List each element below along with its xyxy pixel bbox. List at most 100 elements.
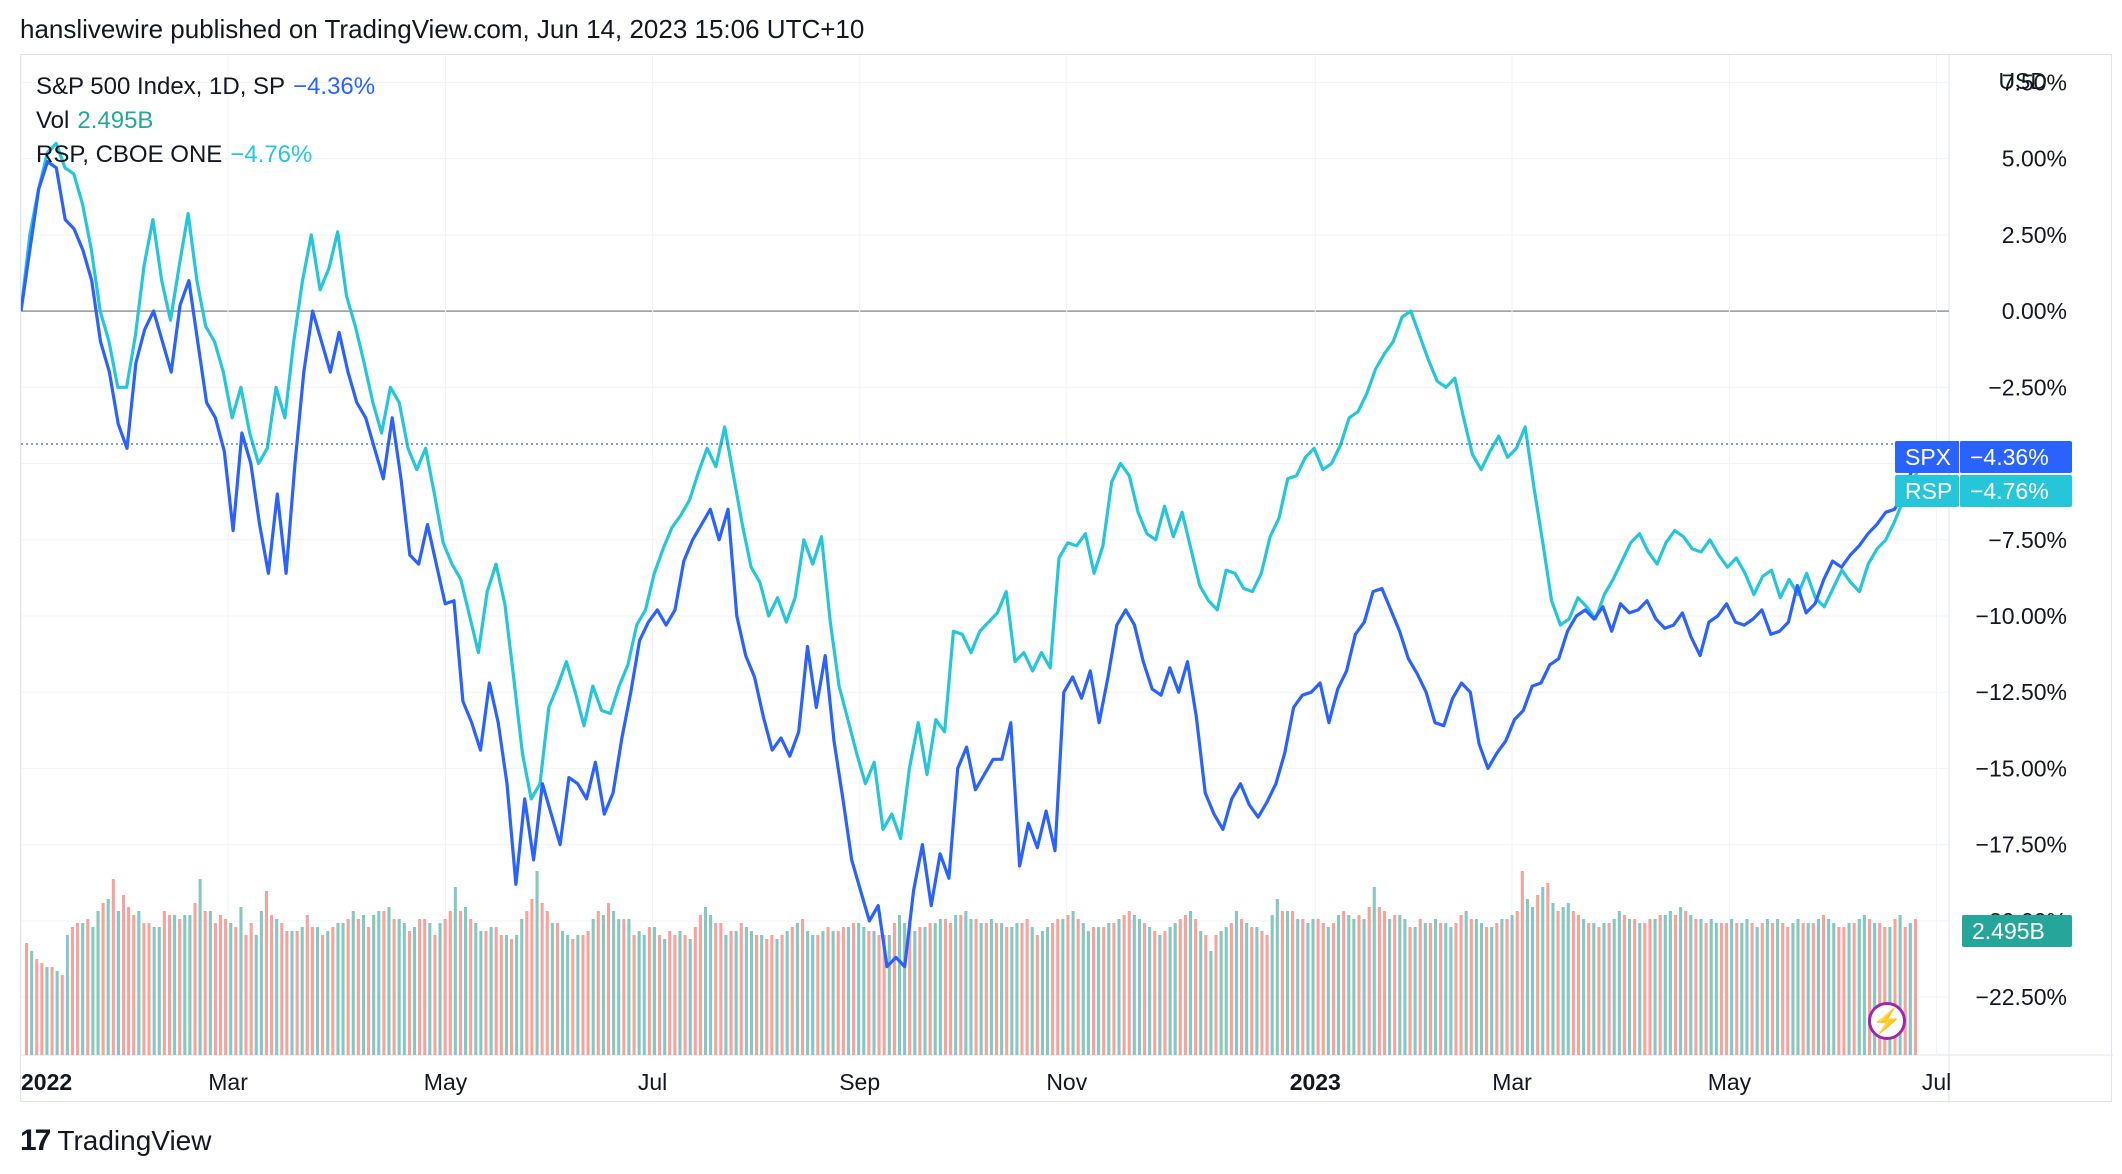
volume-bar xyxy=(683,935,687,1055)
volume-bar xyxy=(1617,911,1621,1055)
volume-bar xyxy=(1852,923,1856,1055)
volume-bar xyxy=(453,887,457,1055)
volume-bar xyxy=(1342,911,1346,1055)
volume-bar xyxy=(321,935,325,1055)
chart-canvas[interactable]: 7.50%5.00%2.50%0.00%−2.50%−5.00%−7.50%−1… xyxy=(21,55,2113,1103)
tradingview-brand: TradingView xyxy=(57,1125,212,1156)
y-tick-label: 2.50% xyxy=(2002,222,2067,248)
y-tick-label: 7.50% xyxy=(2002,69,2067,95)
volume-bar xyxy=(213,923,217,1055)
volume-bar xyxy=(1153,931,1157,1055)
volume-bar xyxy=(392,919,396,1055)
volume-bar xyxy=(1418,919,1422,1055)
volume-bar xyxy=(1556,911,1560,1055)
volume-bar xyxy=(576,935,580,1055)
volume-bar xyxy=(892,923,896,1055)
volume-bar xyxy=(239,907,243,1055)
volume-bar xyxy=(1148,927,1152,1055)
volume-bar xyxy=(1612,919,1616,1055)
legend-spx-label: S&P 500 Index, 1D, SP xyxy=(36,73,286,100)
volume-bar xyxy=(1903,927,1907,1055)
volume-bar xyxy=(744,927,748,1055)
volume-bar xyxy=(1143,923,1147,1055)
volume-bar xyxy=(1158,935,1162,1055)
volume-bar xyxy=(1255,927,1259,1055)
volume-bar xyxy=(1112,923,1116,1055)
volume-bar xyxy=(183,915,187,1055)
volume-bar xyxy=(1755,927,1759,1055)
volume-bar xyxy=(1485,927,1489,1055)
volume-bar xyxy=(1454,923,1458,1055)
volume-bar xyxy=(1066,915,1070,1055)
volume-bar xyxy=(1888,927,1892,1055)
volume-bar xyxy=(867,931,871,1055)
volume-bar xyxy=(897,915,902,1055)
volume-bar xyxy=(857,923,861,1055)
volume-bar xyxy=(249,923,253,1055)
volume-bar xyxy=(1776,919,1780,1055)
chart-frame: 7.50%5.00%2.50%0.00%−2.50%−5.00%−7.50%−1… xyxy=(20,54,2113,1103)
volume-bar xyxy=(1847,923,1851,1055)
volume-bar xyxy=(1178,919,1182,1055)
volume-bar xyxy=(137,911,141,1055)
grid-lines xyxy=(21,55,2113,1103)
price-lines xyxy=(21,141,1949,969)
volume-bar xyxy=(647,927,651,1055)
volume-bar xyxy=(1030,927,1034,1055)
x-tick-label: May xyxy=(424,1069,468,1095)
volume-bar xyxy=(1679,907,1683,1055)
volume-bar xyxy=(1913,919,1917,1055)
volume-bar xyxy=(290,931,294,1055)
volume-bar xyxy=(933,923,937,1055)
x-tick-label: Mar xyxy=(1492,1069,1532,1095)
legend-vol[interactable]: Vol 2.495B xyxy=(36,104,375,138)
volume-bar xyxy=(703,907,708,1055)
volume-bar xyxy=(1816,919,1820,1055)
volume-bar xyxy=(785,931,789,1055)
volume-bar xyxy=(1168,927,1172,1055)
volume-bar xyxy=(208,911,212,1055)
volume-bar xyxy=(755,935,759,1055)
spx-tag-name: SPX xyxy=(1895,441,1959,473)
volume-bar xyxy=(1735,923,1739,1055)
volume-bar xyxy=(938,919,942,1055)
volume-bar xyxy=(1046,927,1050,1055)
volume-bar xyxy=(499,935,503,1055)
tradingview-logo[interactable]: 17 TradingView xyxy=(20,1124,211,1158)
volume-bar xyxy=(1770,923,1775,1055)
legend-vol-value: 2.495B xyxy=(77,107,154,134)
tradingview-logo-icon: 17 xyxy=(20,1124,51,1157)
volume-bar xyxy=(1479,923,1484,1055)
volume-bar xyxy=(121,895,126,1055)
volume-bar xyxy=(1832,923,1836,1055)
volume-bar xyxy=(1490,927,1494,1055)
volume-bar xyxy=(1173,923,1177,1055)
volume-bar xyxy=(474,923,478,1055)
volume-bar xyxy=(969,919,973,1055)
volume-bar xyxy=(1622,915,1626,1055)
volume-bar xyxy=(678,931,682,1055)
volume-bar xyxy=(811,935,815,1055)
volume-bar xyxy=(1010,927,1014,1055)
volume-bar xyxy=(1285,911,1290,1055)
bolt-icon[interactable]: ⚡ xyxy=(1868,1002,1906,1040)
legend-rsp[interactable]: RSP, CBOE ONE −4.76% xyxy=(36,138,375,172)
volume-bar xyxy=(1811,923,1815,1055)
volume-bar xyxy=(25,943,29,1055)
volume-bar xyxy=(60,975,64,1055)
currency-label: USD xyxy=(1998,68,2047,94)
volume-bar xyxy=(382,911,386,1055)
volume-bar xyxy=(356,919,360,1055)
volume-bar xyxy=(1403,919,1407,1055)
legend-spx[interactable]: S&P 500 Index, 1D, SP −4.36% xyxy=(36,70,375,104)
volume-bar xyxy=(1781,923,1785,1055)
volume-bar xyxy=(668,931,672,1055)
volume-bar xyxy=(1842,927,1846,1055)
volume-bar xyxy=(964,911,968,1055)
volume-bar xyxy=(1520,871,1524,1055)
volume-bar xyxy=(1510,915,1514,1055)
volume-bar xyxy=(70,927,75,1055)
series-line-spx xyxy=(21,160,1923,969)
volume-bar xyxy=(800,919,805,1055)
volume-bar xyxy=(433,935,437,1055)
